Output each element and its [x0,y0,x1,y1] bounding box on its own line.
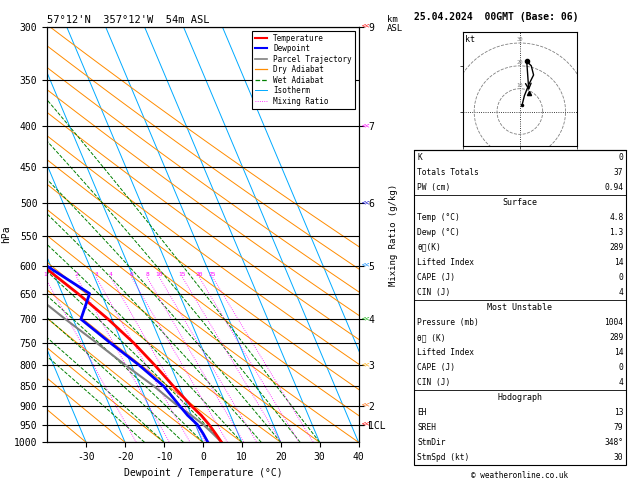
Text: 37: 37 [614,168,623,177]
Text: 1004: 1004 [604,318,623,327]
Text: Totals Totals: Totals Totals [417,168,479,177]
Text: 10: 10 [516,83,523,87]
Text: CAPE (J): CAPE (J) [417,273,455,282]
Text: 30: 30 [614,453,623,462]
Text: <<: << [362,123,370,129]
Text: 348°: 348° [604,438,623,447]
Text: Surface: Surface [503,198,537,207]
Text: 4: 4 [618,378,623,387]
Text: 1: 1 [43,272,47,278]
Text: StmDir: StmDir [417,438,445,447]
Text: 4: 4 [109,272,113,278]
Text: SREH: SREH [417,423,436,432]
Text: θᴇ(K): θᴇ(K) [417,243,441,252]
Text: 10: 10 [155,272,163,278]
Text: <<: << [362,403,370,409]
Text: <<: << [362,200,370,206]
Text: 2: 2 [75,272,79,278]
Text: 289: 289 [609,243,623,252]
Text: Hodograph: Hodograph [498,393,542,402]
Text: Most Unstable: Most Unstable [487,303,552,312]
Text: 25: 25 [209,272,216,278]
Text: 30: 30 [516,37,523,42]
Text: 0: 0 [618,273,623,282]
Text: 57°12'N  357°12'W  54m ASL: 57°12'N 357°12'W 54m ASL [47,15,209,25]
Text: <<: << [362,24,370,30]
Text: 0: 0 [618,363,623,372]
Text: 14: 14 [614,348,623,357]
Text: © weatheronline.co.uk: © weatheronline.co.uk [471,471,569,480]
Text: <<: << [362,316,370,322]
Text: 0: 0 [618,153,623,162]
Text: Dewp (°C): Dewp (°C) [417,228,460,237]
Text: 13: 13 [614,408,623,417]
Text: 25.04.2024  00GMT (Base: 06): 25.04.2024 00GMT (Base: 06) [414,12,579,22]
Text: 6: 6 [130,272,133,278]
Text: PW (cm): PW (cm) [417,183,450,192]
Text: <<: << [362,362,370,368]
Text: CAPE (J): CAPE (J) [417,363,455,372]
Text: 20: 20 [516,60,523,65]
Text: StmSpd (kt): StmSpd (kt) [417,453,469,462]
Text: 79: 79 [614,423,623,432]
Text: km
ASL: km ASL [387,15,403,33]
Text: θᴇ (K): θᴇ (K) [417,333,445,342]
Text: Lifted Index: Lifted Index [417,348,474,357]
Text: 14: 14 [614,258,623,267]
Text: 4.8: 4.8 [609,213,623,222]
Text: 8: 8 [145,272,149,278]
Text: Temp (°C): Temp (°C) [417,213,460,222]
Text: EH: EH [417,408,426,417]
Text: 0.94: 0.94 [604,183,623,192]
Text: 4: 4 [618,288,623,297]
Text: <<: << [362,421,370,428]
Text: Pressure (mb): Pressure (mb) [417,318,479,327]
Text: K: K [417,153,422,162]
Text: 15: 15 [179,272,186,278]
Y-axis label: hPa: hPa [1,226,11,243]
X-axis label: Dewpoint / Temperature (°C): Dewpoint / Temperature (°C) [123,468,282,478]
Y-axis label: Mixing Ratio (g/kg): Mixing Ratio (g/kg) [389,183,398,286]
Text: 3: 3 [94,272,98,278]
Text: Lifted Index: Lifted Index [417,258,474,267]
Text: 289: 289 [609,333,623,342]
Text: CIN (J): CIN (J) [417,378,450,387]
Text: 1.3: 1.3 [609,228,623,237]
Text: <<: << [362,263,370,269]
Legend: Temperature, Dewpoint, Parcel Trajectory, Dry Adiabat, Wet Adiabat, Isotherm, Mi: Temperature, Dewpoint, Parcel Trajectory… [252,31,355,109]
Text: 20: 20 [196,272,203,278]
Text: kt: kt [465,35,475,44]
Text: CIN (J): CIN (J) [417,288,450,297]
